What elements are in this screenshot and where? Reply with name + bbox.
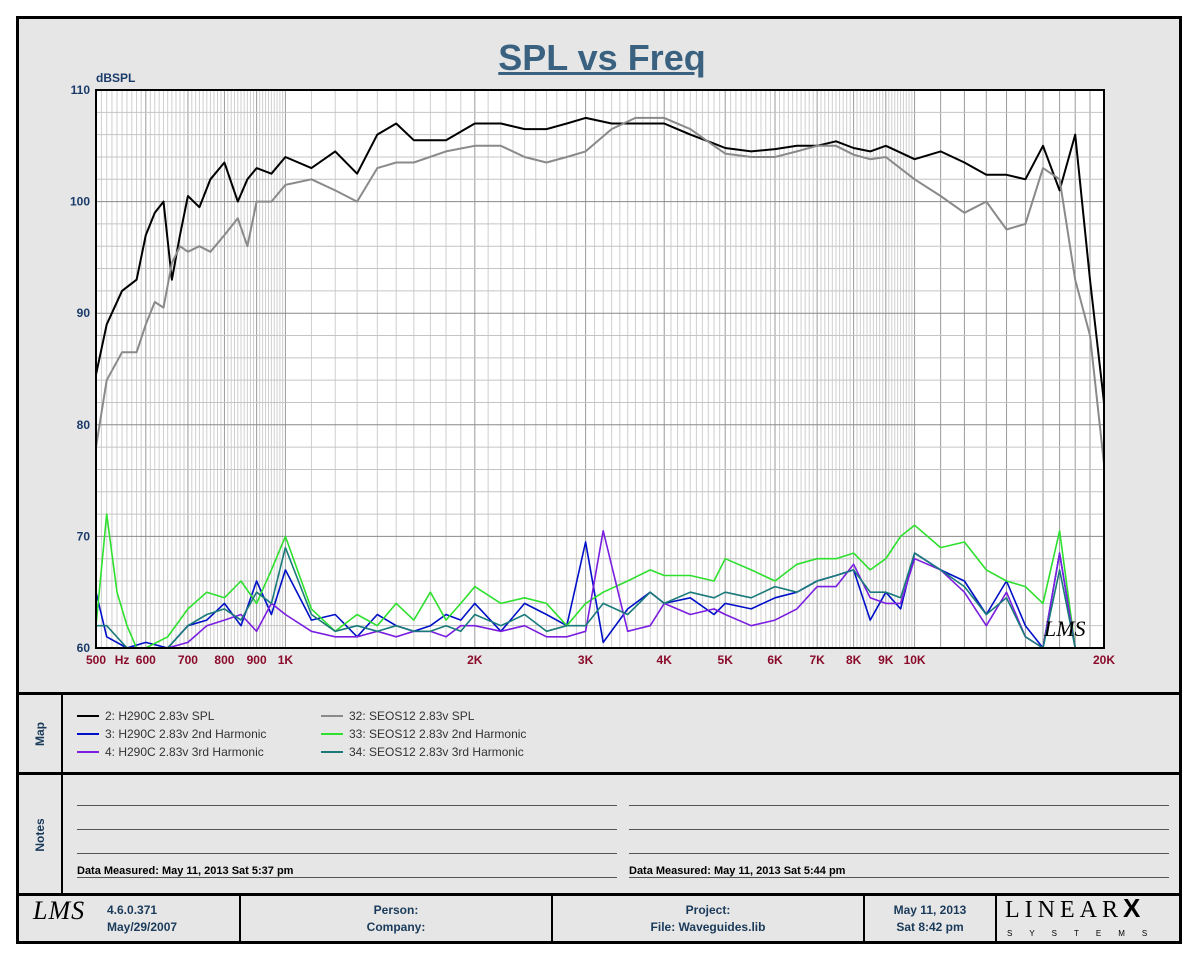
series-line — [95, 116, 1105, 403]
legend-label: 34: SEOS12 2.83v 3rd Harmonic — [349, 745, 524, 759]
x-tick-label: 3K — [578, 653, 594, 667]
legend-entry: 4: H290C 2.83v 3rd Harmonic — [77, 745, 264, 759]
x-tick-label: 2K — [467, 653, 483, 667]
legend-swatch — [77, 751, 99, 753]
legend-entry: 34: SEOS12 2.83v 3rd Harmonic — [321, 745, 524, 759]
note-line — [629, 829, 1169, 830]
note-line — [629, 853, 1169, 854]
x-tick-label: 7K — [809, 653, 825, 667]
brand-text: LINEAR — [1005, 897, 1123, 923]
legend-swatch — [321, 733, 343, 735]
notes-label: Notes — [33, 817, 47, 852]
notes-side-label: Notes — [19, 775, 63, 894]
legend-label: 4: H290C 2.83v 3rd Harmonic — [105, 745, 264, 759]
footer-time: Sat 8:42 pm — [896, 920, 964, 934]
x-tick-label: 10K — [904, 653, 926, 667]
y-tick-label: 90 — [77, 306, 91, 320]
plot-border — [95, 89, 1105, 649]
y-tick-label: 80 — [77, 418, 91, 432]
legend-swatch — [321, 751, 343, 753]
map-label: Map — [33, 721, 47, 746]
chart-svg: 60 70 80 90 100 110 dBSPL 500 Hz 600 700 800 900 1K 2K… — [70, 71, 1115, 667]
x-tick-label: 8K — [846, 653, 862, 667]
project-label: Project: — [685, 903, 731, 917]
note-line — [77, 829, 617, 830]
x-tick-label: 600 — [136, 653, 156, 667]
note-line — [77, 877, 617, 878]
right-data-measured: Data Measured: May 11, 2013 Sat 5:44 pm — [629, 865, 846, 877]
x-tick-label: 700 — [178, 653, 198, 667]
legend-entry: 33: SEOS12 2.83v 2nd Harmonic — [321, 727, 526, 741]
legend-swatch — [77, 733, 99, 735]
map-panel: Map 2: H290C 2.83v SPL 3: H290C 2.83v 2nd… — [19, 692, 1179, 772]
y-tick-label: 100 — [70, 195, 90, 209]
x-tick-label: Hz — [115, 653, 130, 667]
x-tick-label: 800 — [214, 653, 234, 667]
company-label: Company: — [366, 920, 426, 934]
footer-date-cell: May 11, 2013 Sat 8:42 pm — [865, 896, 997, 941]
footer: LMS 4.6.0.371 May/29/2007 Person: Compan… — [19, 893, 1179, 941]
person-label: Person: — [373, 903, 419, 917]
series-line — [95, 116, 1105, 465]
series-line — [95, 513, 1104, 649]
linearx-logo: LINEARX — [1005, 895, 1140, 922]
x-tick-label: 900 — [247, 653, 267, 667]
note-line — [629, 805, 1169, 806]
series-line — [96, 546, 1104, 649]
brand-sub: SYSTEMS — [1007, 929, 1165, 938]
legend-label: 33: SEOS12 2.83v 2nd Harmonic — [349, 727, 527, 741]
legend-label: 2: H290C 2.83v SPL — [105, 709, 215, 723]
x-tick-label: 6K — [767, 653, 783, 667]
legend-entry: 3: H290C 2.83v 2nd Harmonic — [77, 727, 266, 741]
footer-brand-cell: LINEARX SYSTEMS — [997, 895, 1179, 941]
footer-person-cell: Person: Company: — [241, 896, 553, 941]
legend-label: 32: SEOS12 2.83v SPL — [349, 709, 475, 723]
x-tick-label: 1K — [278, 653, 294, 667]
file-label: File: Waveguides.lib — [650, 920, 766, 934]
x-tick-label: 5K — [718, 653, 734, 667]
lms-watermark: LMS — [1043, 616, 1086, 641]
y-tick-label: 70 — [77, 529, 91, 543]
map-side-label: Map — [19, 695, 63, 772]
series-line — [96, 530, 1104, 649]
legend-entry: 2: H290C 2.83v SPL — [77, 709, 214, 723]
notes-panel: Notes Data Measured: May 11, 2013 Sat 5:… — [19, 772, 1179, 894]
x-tick-label: 4K — [657, 653, 673, 667]
legend-swatch — [321, 715, 343, 717]
note-line — [629, 877, 1169, 878]
footer-logo-cell: LMS 4.6.0.371 May/29/2007 — [19, 896, 241, 941]
chart-title: SPL vs Freq — [498, 37, 706, 78]
lms-logo: LMS — [33, 896, 86, 925]
footer-project-cell: Project: File: Waveguides.lib — [553, 896, 865, 941]
version-date: May/29/2007 — [107, 920, 178, 934]
y-axis-label: dBSPL — [96, 71, 135, 85]
note-line — [77, 805, 617, 806]
x-tick-label: 9K — [878, 653, 894, 667]
plot-area — [96, 90, 1104, 648]
y-tick-label: 60 — [77, 641, 91, 655]
legend-entry: 32: SEOS12 2.83v SPL — [321, 709, 474, 723]
legend-swatch — [77, 715, 99, 717]
footer-date: May 11, 2013 — [893, 903, 967, 917]
brand-x: X — [1122, 893, 1141, 923]
x-tick-label: 500 — [86, 653, 106, 667]
y-tick-label: 110 — [71, 83, 91, 97]
version: 4.6.0.371 — [107, 903, 158, 917]
left-data-measured: Data Measured: May 11, 2013 Sat 5:37 pm — [77, 865, 294, 877]
x-tick-label: 20K — [1093, 653, 1115, 667]
note-line — [77, 853, 617, 854]
legend-label: 3: H290C 2.83v 2nd Harmonic — [105, 727, 267, 741]
